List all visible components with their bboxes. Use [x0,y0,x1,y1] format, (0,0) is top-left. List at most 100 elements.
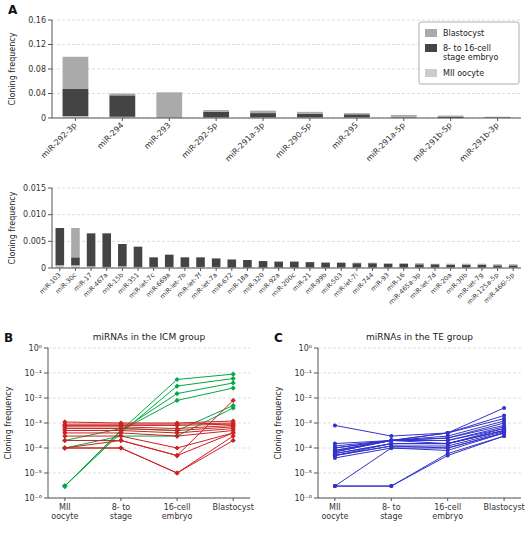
series-line [65,383,233,486]
legend-label-line: stage embryo [443,53,499,62]
bar-segment [446,265,455,268]
lines [333,406,506,488]
line-panel: 10⁻⁶10⁻⁵10⁻⁴10⁻³10⁻²10⁻¹10⁰MIIoocyte8- t… [274,331,525,521]
x-tick [497,118,498,121]
bar-segment [290,261,299,262]
grid-line [318,373,521,374]
x-tick [91,268,92,271]
y-tick [48,118,52,119]
x-tick-label: miR-466l-5p [482,271,516,305]
bar-segment [493,265,502,267]
bar-segment [353,262,362,264]
bar-segment [259,261,268,267]
x-tick [59,268,60,271]
y-tick [48,44,52,45]
y-axis-line [52,188,53,268]
x-tick [435,268,436,271]
bar-segment [344,114,370,117]
grid-line [318,423,521,424]
x-tick [419,268,420,271]
marker [174,433,179,438]
bar-segment [102,233,111,267]
bar-segment [71,257,80,265]
grid-line [48,373,250,374]
y-tick [48,241,52,242]
bar-segment [368,263,377,267]
bar-segment [274,261,283,262]
bar-segment [87,233,96,266]
y-tick [48,69,52,70]
series-line [335,431,504,456]
series-line [335,436,504,486]
bar-segment [243,260,252,261]
bar-segment [109,94,135,96]
y-axis-label: Cloning frequency [274,386,283,459]
x-tick-label: miR-292-5p [180,121,219,160]
bar-segment [259,261,268,262]
y-tick-label: 10⁻⁶ [24,494,42,503]
marker [174,453,179,458]
bar-segment [196,257,205,258]
bar-segment [368,262,377,264]
marker [333,484,337,488]
y-tick [314,473,318,474]
x-tick [504,498,505,501]
bar-segment [102,233,111,234]
grid-line [48,348,250,349]
bar-segment [87,233,96,234]
x-tick [216,118,217,121]
y-tick-label: 10⁻² [294,394,312,403]
series-line [65,379,233,487]
series-line [65,406,233,441]
bar-segment [391,115,417,117]
series-line [65,400,233,455]
y-tick-label: 0.08 [28,65,46,74]
x-axis-line [48,498,250,499]
x-tick-label: 8- tostage [380,503,402,521]
x-tick-label-line: stage [110,512,132,521]
marker [231,398,236,403]
legend-box [419,22,519,84]
x-tick [309,268,310,271]
series-line [65,374,233,486]
y-axis-label: Cloning frequency [8,191,17,264]
marker [502,434,506,438]
y-tick-label: 10⁰ [299,344,312,353]
x-tick [106,268,107,271]
grid-line [48,498,250,499]
x-tick-label: 8- tostage [110,503,132,521]
x-tick-label: Blastocyst [483,503,524,512]
series-line [65,427,233,431]
x-tick [403,118,404,121]
grid-line [318,348,521,349]
bar-segment [384,263,393,265]
x-tick [233,498,234,501]
x-axis-line [318,498,521,499]
marker [389,446,393,450]
bar-segment [250,113,276,117]
x-tick-label: miR-291b-5p [411,121,454,164]
legend-label-line: 8- to 16-cell [443,44,491,53]
x-tick-label: 16-cellembryо [162,503,193,521]
bar-segment [250,111,276,113]
y-tick [314,373,318,374]
y-tick-label: 0.015 [23,184,46,193]
x-tick [247,268,248,271]
bar-segment [118,244,127,266]
bar-segment [399,264,408,268]
x-tick-label-line: 16-cell [164,503,191,512]
chart-title: miRNAs in the ICM group [93,332,206,342]
y-axis-label: Cloning frequency [8,32,17,105]
grid-line [318,498,521,499]
marker [389,484,393,488]
marker [231,380,236,385]
bar-segment [56,228,65,229]
x-tick-label: miR-294 [96,121,126,151]
y-axis-line [52,20,53,118]
bar-segment [493,264,502,265]
series-line [335,433,504,458]
bar-segment [321,262,330,264]
marker [231,405,236,410]
x-tick [309,118,310,121]
y-tick [44,423,48,424]
